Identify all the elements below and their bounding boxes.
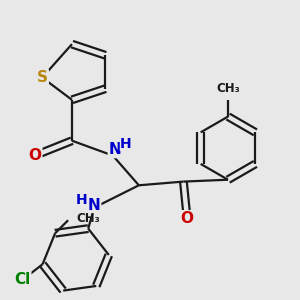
Text: S: S	[37, 70, 48, 85]
Text: O: O	[28, 148, 41, 163]
Text: O: O	[181, 211, 194, 226]
Text: N: N	[88, 198, 100, 213]
Text: CH₃: CH₃	[216, 82, 240, 95]
Text: N: N	[108, 142, 121, 158]
Text: H: H	[76, 193, 87, 207]
Text: H: H	[120, 137, 132, 151]
Text: Cl: Cl	[14, 272, 30, 286]
Text: CH₃: CH₃	[76, 212, 100, 225]
